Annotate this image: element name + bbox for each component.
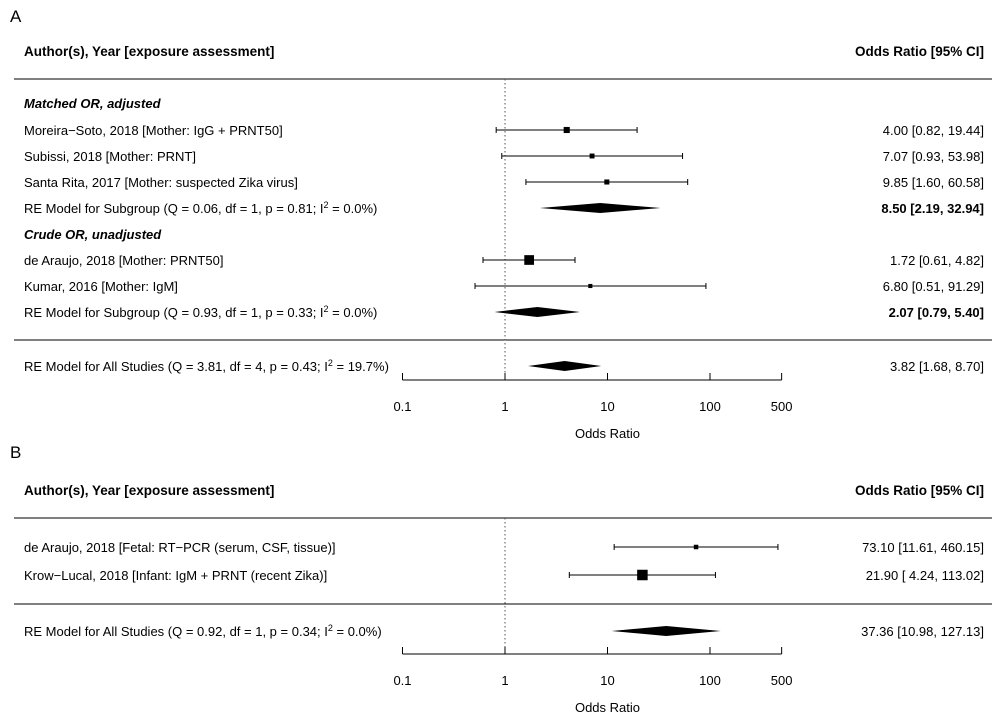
panel-b-header-left: Author(s), Year [exposure assessment] xyxy=(24,483,274,498)
panel-a-x-tick-label: 100 xyxy=(699,399,721,414)
panel-b-x-tick-label: 100 xyxy=(699,673,721,688)
panel-b-x-tick-label: 10 xyxy=(600,673,614,688)
panel-a-estimate-text: 4.00 [0.82, 19.44] xyxy=(883,123,984,138)
panel-b-estimate-text: 73.10 [11.61, 460.15] xyxy=(862,540,984,555)
panel-a-estimate-text: 9.85 [1.60, 60.58] xyxy=(883,175,984,190)
panel-a-x-tick-label: 10 xyxy=(600,399,614,414)
panel-b-label: B xyxy=(10,443,21,462)
panel-a-x-tick-label: 500 xyxy=(771,399,793,414)
panel-a-row-label: RE Model for Subgroup (Q = 0.93, df = 1,… xyxy=(24,304,377,320)
panel-a-estimate-text: 7.07 [0.93, 53.98] xyxy=(883,149,984,164)
panel-a-row-label: Matched OR, adjusted xyxy=(24,96,162,111)
panel-b-row-label: de Araujo, 2018 [Fetal: RT−PCR (serum, C… xyxy=(24,540,336,555)
panel-a-x-tick-label: 0.1 xyxy=(393,399,411,414)
panel-a-summary-diamond xyxy=(494,307,581,317)
panel-b-x-axis-label: Odds Ratio xyxy=(575,700,640,715)
panel-b-point-estimate xyxy=(637,569,648,581)
panel-b-header-right: Odds Ratio [95% CI] xyxy=(855,483,984,498)
panel-a-estimate-text: 6.80 [0.51, 91.29] xyxy=(883,279,984,294)
panel-a-x-tick-label: 1 xyxy=(501,399,508,414)
panel-a-estimate-text: 2.07 [0.79, 5.40] xyxy=(889,305,984,320)
panel-b-row-label: RE Model for All Studies (Q = 0.92, df =… xyxy=(24,623,382,639)
panel-b-point-estimate xyxy=(693,544,699,550)
panel-b-x-tick-label: 1 xyxy=(501,673,508,688)
panel-b-x-tick-label: 0.1 xyxy=(393,673,411,688)
panel-b-summary-diamond xyxy=(611,626,721,636)
panel-a-estimate-text: 1.72 [0.61, 4.82] xyxy=(890,253,984,268)
panel-a-label: A xyxy=(10,7,22,26)
panel-a-x-axis-label: Odds Ratio xyxy=(575,426,640,441)
panel-a-point-estimate xyxy=(563,126,570,134)
panel-a-point-estimate xyxy=(524,255,534,265)
panel-a-row-label: Crude OR, unadjusted xyxy=(24,227,162,242)
panel-a-summary-diamond xyxy=(528,361,602,371)
panel-b-forest: de Araujo, 2018 [Fetal: RT−PCR (serum, C… xyxy=(24,518,984,715)
panel-a-row-label: RE Model for Subgroup (Q = 0.06, df = 1,… xyxy=(24,200,377,216)
panel-a-header-left: Author(s), Year [exposure assessment] xyxy=(24,44,274,59)
panel-a-summary-diamond xyxy=(539,203,661,213)
panel-a-estimate-text: 8.50 [2.19, 32.94] xyxy=(881,201,984,216)
panel-a-row-label: Subissi, 2018 [Mother: PRNT] xyxy=(24,149,196,164)
panel-a-row-label: de Araujo, 2018 [Mother: PRNT50] xyxy=(24,253,223,268)
panel-a-estimate-text: 3.82 [1.68, 8.70] xyxy=(890,359,984,374)
panel-b-x-tick-label: 500 xyxy=(771,673,793,688)
panel-a-forest: Matched OR, adjusted Moreira−Soto, 2018 [… xyxy=(24,79,984,441)
panel-b-estimate-text: 37.36 [10.98, 127.13] xyxy=(861,624,984,639)
panel-a-row-label: RE Model for All Studies (Q = 3.81, df =… xyxy=(24,358,389,374)
panel-a-point-estimate xyxy=(589,153,595,159)
panel-a-point-estimate xyxy=(604,179,610,185)
panel-a-row-label: Kumar, 2016 [Mother: IgM] xyxy=(24,279,178,294)
panel-b-row-label: Krow−Lucal, 2018 [Infant: IgM + PRNT (re… xyxy=(24,568,327,583)
panel-a-point-estimate xyxy=(588,283,593,289)
panel-a-header-right: Odds Ratio [95% CI] xyxy=(855,44,984,59)
panel-b-estimate-text: 21.90 [ 4.24, 113.02] xyxy=(866,568,984,583)
panel-a-row-label: Moreira−Soto, 2018 [Mother: IgG + PRNT50… xyxy=(24,123,283,138)
panel-a-row-label: Santa Rita, 2017 [Mother: suspected Zika… xyxy=(24,175,298,190)
